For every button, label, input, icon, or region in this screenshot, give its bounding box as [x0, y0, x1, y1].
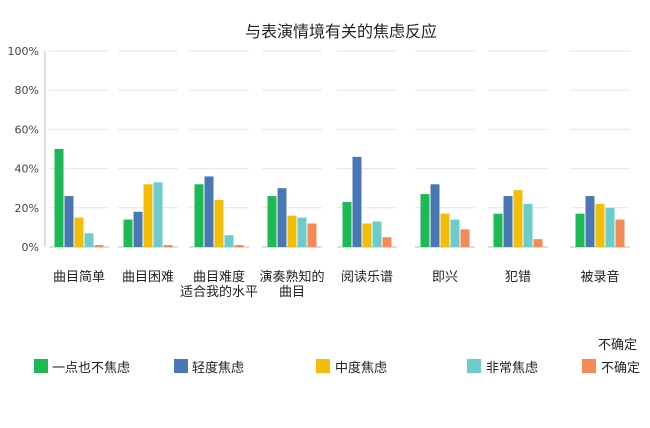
legend-label: 非常焦虑: [486, 361, 538, 376]
bar: [440, 213, 450, 247]
category-label: 阅读乐谱: [341, 270, 393, 285]
bar: [267, 196, 277, 247]
bar: [163, 245, 173, 247]
bar: [460, 229, 470, 247]
bar: [595, 203, 605, 247]
bars: [54, 149, 625, 247]
legend-swatch: [582, 359, 596, 373]
bar: [234, 245, 244, 247]
bar: [94, 245, 104, 247]
bar: [605, 207, 615, 247]
legend-extra-label: 不确定: [598, 338, 637, 353]
bar: [297, 217, 307, 247]
grid-lines: [44, 50, 630, 248]
legend-swatch: [467, 359, 481, 373]
legend-swatch: [174, 359, 188, 373]
bar: [523, 203, 533, 247]
bar: [450, 219, 460, 247]
legend-label: 不确定: [601, 361, 640, 376]
bar: [342, 201, 352, 247]
y-tick-label: 20%: [15, 202, 39, 215]
bar: [372, 221, 382, 247]
bar: [54, 149, 64, 247]
bar: [307, 223, 317, 247]
chart-title: 与表演情境有关的焦虑反应: [245, 22, 437, 41]
bar: [362, 223, 372, 247]
category-label: 曲目简单: [53, 269, 105, 285]
y-tick-label: 60%: [15, 123, 39, 136]
bar: [194, 184, 204, 247]
category-label: 曲目困难: [122, 270, 174, 285]
category-label: 即兴: [432, 270, 458, 285]
category-label: 演奏熟知的: [259, 269, 324, 285]
bar: [493, 213, 503, 247]
bar: [503, 196, 513, 247]
bar: [533, 239, 543, 247]
bar: [123, 219, 133, 247]
bar: [204, 176, 214, 247]
bar: [224, 235, 234, 247]
bar: [277, 188, 287, 247]
bar: [513, 190, 523, 247]
bar: [420, 194, 430, 247]
y-tick-label: 80%: [15, 84, 39, 97]
bar: [214, 199, 224, 247]
y-tick-label: 40%: [15, 163, 39, 176]
bar: [84, 233, 94, 247]
bar: [615, 219, 625, 247]
y-tick-label: 100%: [8, 45, 39, 58]
bar: [153, 182, 163, 247]
bar: [575, 213, 585, 247]
bar: [585, 196, 595, 247]
bar: [64, 196, 74, 247]
bar: [352, 156, 362, 247]
category-label: 被录音: [580, 269, 619, 285]
y-axis-ticks: 0% 20% 40% 60% 80% 100%: [8, 45, 39, 254]
bar: [133, 211, 143, 247]
legend-label: 中度焦虑: [335, 360, 387, 376]
bar: [430, 184, 440, 247]
bar: [74, 217, 84, 247]
bar: [143, 184, 153, 247]
category-label: 犯错: [505, 270, 531, 285]
legend-swatch: [316, 359, 330, 373]
category-label: 曲目难度: [193, 269, 245, 285]
legend-label: 轻度焦虑: [192, 360, 244, 376]
bar: [382, 237, 392, 247]
bar: [287, 215, 297, 247]
category-label: 适合我的水平: [180, 284, 258, 300]
legend-label: 一点也不焦虑: [52, 361, 130, 376]
category-label: 曲目: [279, 285, 305, 300]
legend-swatch: [34, 359, 48, 373]
y-tick-label: 0%: [22, 241, 39, 254]
